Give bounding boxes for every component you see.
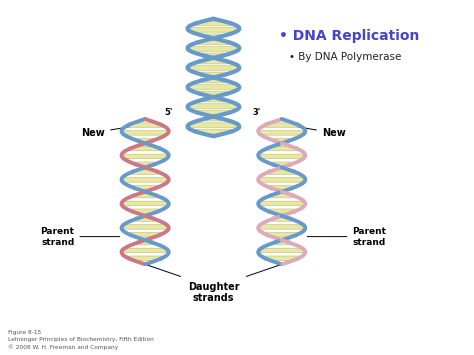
FancyBboxPatch shape [187,104,239,108]
FancyBboxPatch shape [133,185,157,190]
Text: 3': 3' [253,108,261,117]
FancyBboxPatch shape [258,131,305,135]
FancyBboxPatch shape [266,146,297,151]
FancyBboxPatch shape [122,248,169,253]
FancyBboxPatch shape [121,225,169,229]
Text: • DNA Replication: • DNA Replication [279,29,420,43]
FancyBboxPatch shape [188,123,239,127]
FancyBboxPatch shape [187,85,240,89]
FancyBboxPatch shape [133,193,157,198]
FancyBboxPatch shape [201,78,227,83]
FancyBboxPatch shape [198,59,228,64]
Text: 5': 5' [164,108,173,117]
Text: Parent
strand: Parent strand [307,226,386,247]
FancyBboxPatch shape [266,233,297,237]
FancyBboxPatch shape [270,193,294,198]
FancyBboxPatch shape [188,28,239,32]
FancyBboxPatch shape [135,162,155,166]
FancyBboxPatch shape [128,256,162,261]
FancyBboxPatch shape [122,131,169,135]
FancyBboxPatch shape [264,123,299,127]
FancyBboxPatch shape [128,123,162,127]
FancyBboxPatch shape [258,154,306,159]
FancyBboxPatch shape [272,217,292,221]
FancyBboxPatch shape [268,209,296,213]
FancyBboxPatch shape [202,53,224,58]
FancyBboxPatch shape [258,225,306,229]
FancyBboxPatch shape [195,129,232,133]
FancyBboxPatch shape [195,21,232,26]
FancyBboxPatch shape [270,185,294,190]
FancyBboxPatch shape [264,256,299,261]
FancyBboxPatch shape [258,248,305,253]
FancyBboxPatch shape [205,116,222,121]
Text: • By DNA Polymerase: • By DNA Polymerase [289,52,401,62]
FancyBboxPatch shape [131,170,159,174]
FancyBboxPatch shape [205,34,222,39]
FancyBboxPatch shape [258,178,306,182]
FancyBboxPatch shape [258,201,306,206]
FancyBboxPatch shape [137,138,153,143]
FancyBboxPatch shape [137,240,153,245]
FancyBboxPatch shape [201,72,227,77]
FancyBboxPatch shape [268,170,296,174]
FancyBboxPatch shape [274,138,290,143]
Text: Figure 8-15
Lehninger Principles of Biochemistry, Fifth Edition
© 2008 W. H. Fre: Figure 8-15 Lehninger Principles of Bioc… [9,330,154,350]
FancyBboxPatch shape [121,178,169,182]
FancyBboxPatch shape [272,162,292,166]
FancyBboxPatch shape [202,97,224,102]
Text: New: New [284,125,346,138]
FancyBboxPatch shape [131,209,159,213]
FancyBboxPatch shape [274,240,290,245]
FancyBboxPatch shape [187,66,240,70]
FancyBboxPatch shape [187,47,239,51]
FancyBboxPatch shape [129,146,161,151]
FancyBboxPatch shape [196,40,230,45]
FancyBboxPatch shape [196,110,230,115]
Text: Parent
strand: Parent strand [40,226,120,247]
FancyBboxPatch shape [135,217,155,221]
FancyBboxPatch shape [121,201,169,206]
FancyBboxPatch shape [121,154,169,159]
Text: New: New [82,125,142,138]
FancyBboxPatch shape [198,91,228,95]
FancyBboxPatch shape [129,233,161,237]
Text: Daughter
strands: Daughter strands [188,282,239,303]
